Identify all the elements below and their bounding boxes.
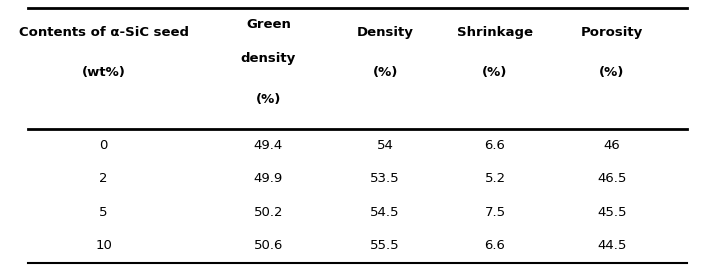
- Text: 53.5: 53.5: [370, 172, 400, 185]
- Text: 46: 46: [604, 139, 620, 152]
- Text: 44.5: 44.5: [597, 239, 627, 252]
- Text: (wt%): (wt%): [82, 66, 125, 79]
- Text: 45.5: 45.5: [597, 206, 627, 219]
- Text: (%): (%): [256, 93, 281, 106]
- Text: 46.5: 46.5: [597, 172, 627, 185]
- Text: 55.5: 55.5: [370, 239, 400, 252]
- Text: 5.2: 5.2: [484, 172, 505, 185]
- Text: 6.6: 6.6: [484, 239, 505, 252]
- Text: 0: 0: [100, 139, 108, 152]
- Text: 50.2: 50.2: [254, 206, 283, 219]
- Text: 10: 10: [95, 239, 112, 252]
- Text: 50.6: 50.6: [254, 239, 283, 252]
- Text: (%): (%): [482, 66, 508, 79]
- Text: 54.5: 54.5: [370, 206, 400, 219]
- Text: 7.5: 7.5: [484, 206, 505, 219]
- Text: 49.4: 49.4: [254, 139, 283, 152]
- Text: Density: Density: [357, 26, 414, 39]
- Text: Shrinkage: Shrinkage: [457, 26, 533, 39]
- Text: 5: 5: [100, 206, 108, 219]
- Text: Porosity: Porosity: [580, 26, 643, 39]
- Text: (%): (%): [599, 66, 625, 79]
- Text: 54: 54: [376, 139, 393, 152]
- Text: 6.6: 6.6: [484, 139, 505, 152]
- Text: density: density: [241, 53, 296, 65]
- Text: Green: Green: [246, 18, 291, 31]
- Text: (%): (%): [372, 66, 398, 79]
- Text: Contents of α-SiC seed: Contents of α-SiC seed: [19, 26, 189, 39]
- Text: 49.9: 49.9: [254, 172, 283, 185]
- Text: 2: 2: [100, 172, 108, 185]
